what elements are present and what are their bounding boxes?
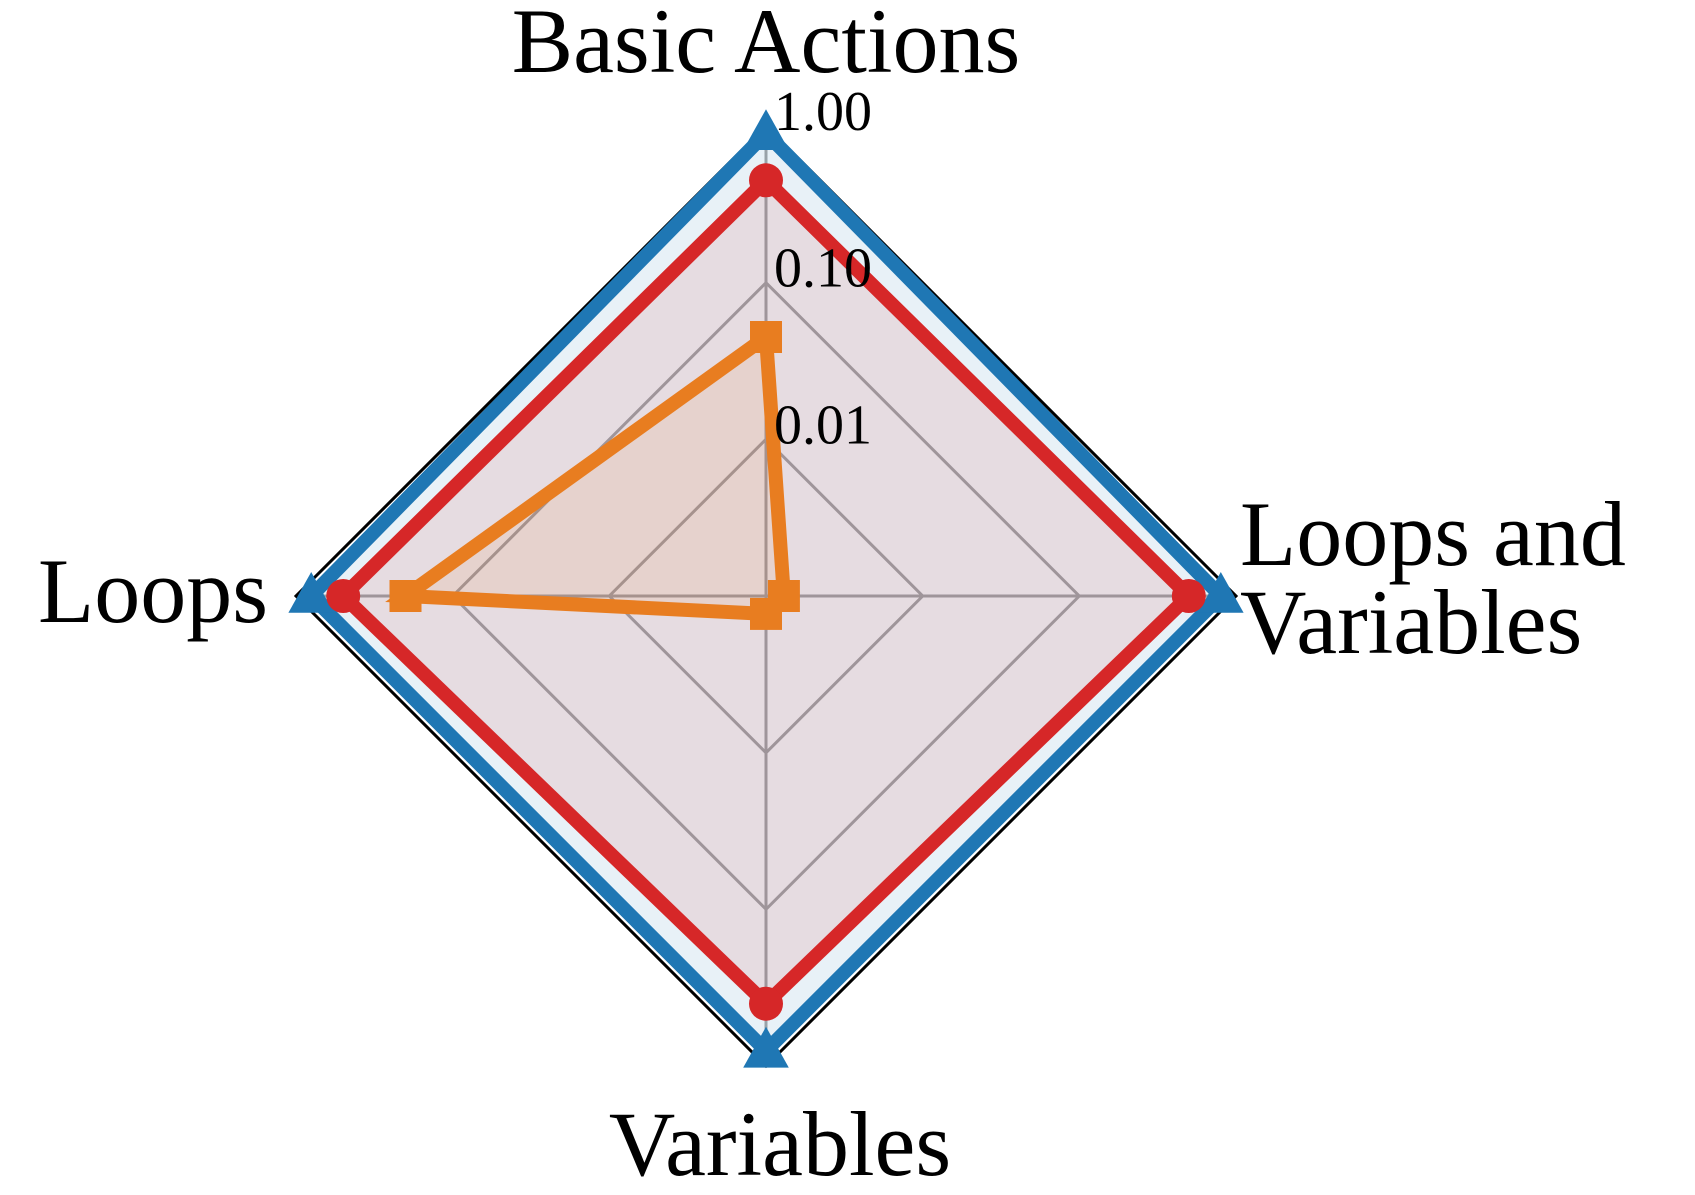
- series-3-point-4: [389, 580, 422, 612]
- axis-label-4: Loops: [38, 540, 268, 642]
- axis-label-line: Variables: [1240, 571, 1582, 673]
- series-2-point-3: [749, 986, 783, 1021]
- series-3-point-1: [750, 321, 782, 353]
- axis-label-2: Loops and Variables: [1240, 483, 1626, 673]
- axis-label-line: Loops and: [1240, 483, 1626, 585]
- axis-label-1: Basic Actions: [512, 0, 1021, 92]
- radial-tick-label: 0.10: [774, 238, 872, 300]
- series-3-point-3: [750, 597, 782, 630]
- axis-label-line: Basic Actions: [512, 0, 1021, 92]
- series-2-point-4: [326, 579, 361, 613]
- series-1-point-1: [743, 109, 789, 150]
- axis-label-line: Variables: [609, 1093, 951, 1195]
- series-marker-layer: [288, 109, 1244, 1068]
- series-2-point-1: [749, 163, 783, 198]
- series-3-fill: [405, 337, 784, 614]
- series-1-point-4: [288, 572, 334, 613]
- axis-label-3: Variables: [609, 1093, 951, 1195]
- radial-tick-label: 0.01: [774, 394, 872, 456]
- radial-tick-label: 1.00: [774, 81, 872, 143]
- series-1-point-3: [743, 1026, 789, 1068]
- series-1-point-2: [1198, 572, 1244, 613]
- axis-label-line: Loops: [38, 540, 268, 642]
- series-2-point-2: [1171, 579, 1206, 613]
